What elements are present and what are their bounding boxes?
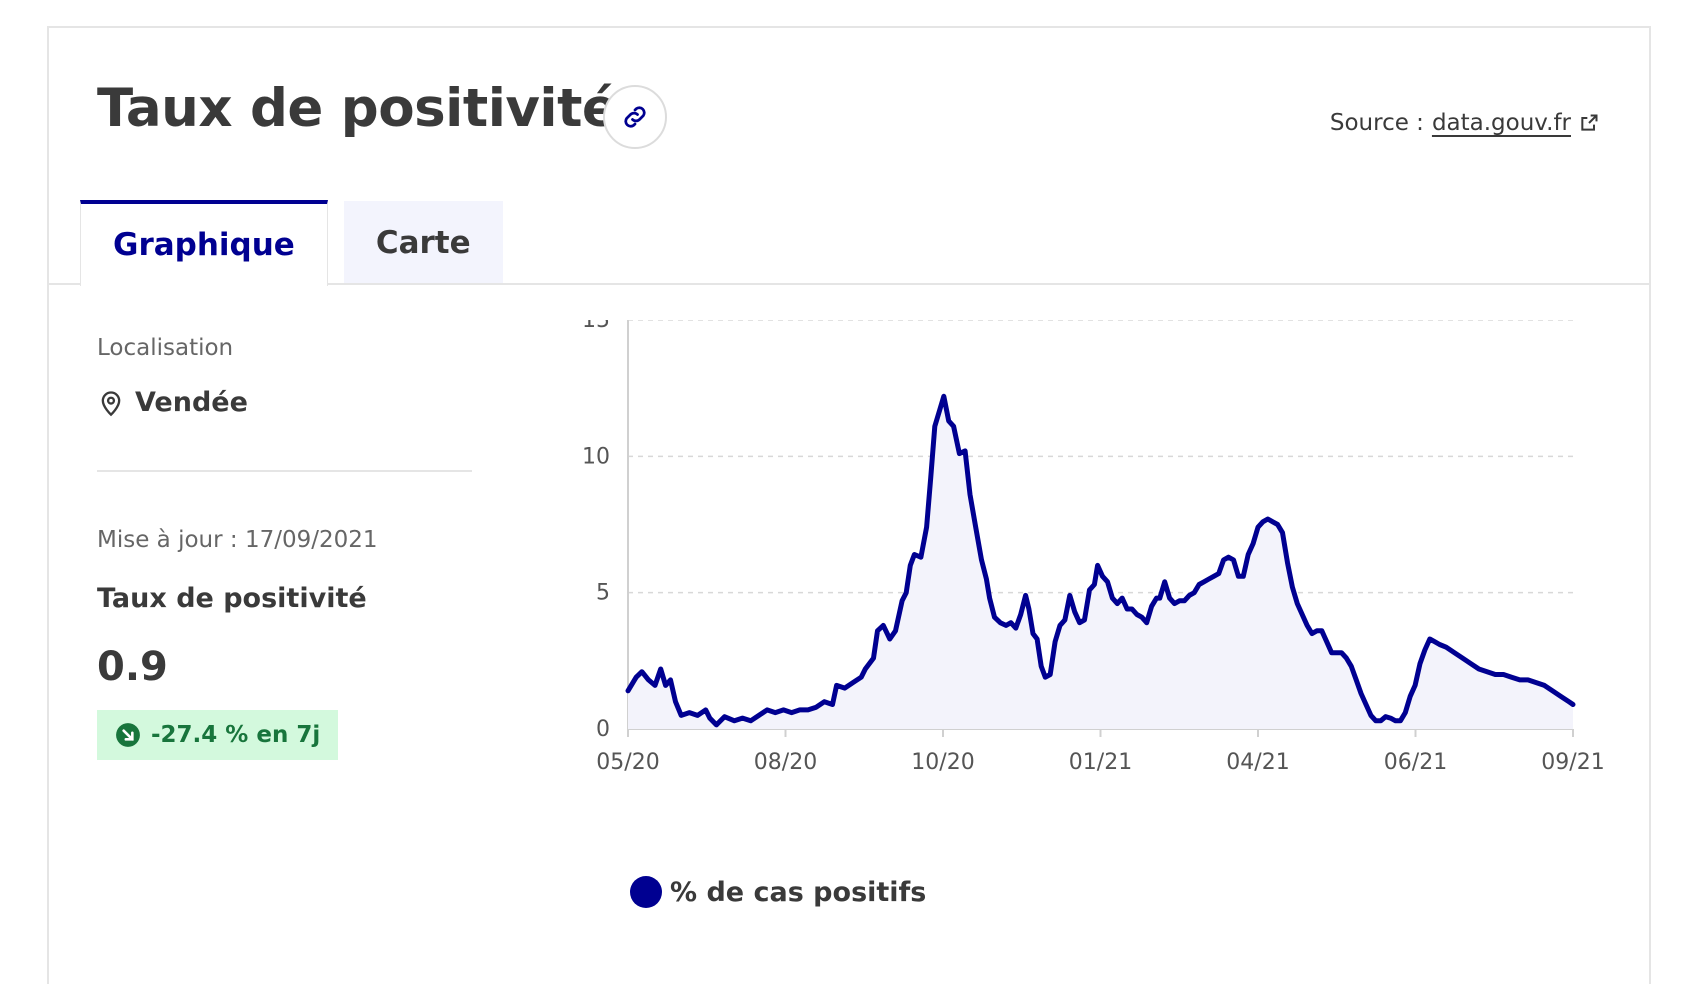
legend-marker (630, 876, 662, 908)
x-tick-label: 10/20 (911, 750, 974, 775)
y-tick-label: 15 (582, 320, 610, 333)
kpi-value: 0.9 (97, 644, 168, 690)
arrow-down-right-icon (116, 723, 140, 747)
kpi-title: Taux de positivité (97, 583, 367, 614)
indicator-card (47, 26, 1651, 984)
location-name: Vendée (135, 387, 248, 418)
location-value[interactable]: Vendée (97, 387, 472, 418)
x-tick-label: 06/21 (1384, 750, 1447, 775)
x-tick-label: 08/20 (754, 750, 817, 775)
indicator-sidebar: Localisation Vendée Mise à jour : 17/09/… (97, 335, 472, 760)
location-pin-icon (101, 390, 121, 416)
trend-badge: -27.4 % en 7j (97, 710, 339, 760)
location-label: Localisation (97, 335, 234, 361)
external-link-icon (1581, 114, 1598, 131)
source-label: Source : (1329, 110, 1424, 136)
source-link[interactable]: data.gouv.fr (1432, 110, 1599, 136)
page-title: Taux de positivité (97, 78, 618, 139)
positivity-chart: 0 5 10 15 05/20 08/20 10/20 01/21 04/21 06/21 09/2… (582, 320, 1605, 775)
chart-legend[interactable]: % de cas positifs (630, 876, 926, 908)
y-tick-label: 10 (582, 444, 610, 469)
trend-text: -27.4 % en 7j (151, 722, 321, 748)
sidebar-divider (97, 470, 472, 472)
y-tick-label: 5 (596, 581, 610, 606)
series-line (625, 393, 1576, 728)
y-tick-label: 0 (596, 717, 610, 742)
tab-graphique[interactable]: Graphique (80, 200, 328, 286)
source: Source : data.gouv.fr (1330, 110, 1599, 136)
copy-link-button[interactable] (603, 85, 667, 149)
tab-list: Graphique Carte (80, 200, 503, 286)
x-tick-label: 01/21 (1069, 750, 1132, 775)
source-link-text: data.gouv.fr (1431, 110, 1571, 136)
legend-label: % de cas positifs (670, 876, 927, 908)
series-area (628, 396, 1573, 729)
x-tick-label: 05/20 (596, 750, 659, 775)
x-tick-label: 09/21 (1541, 750, 1604, 775)
tabs-divider (47, 283, 1651, 285)
link-icon (624, 106, 646, 128)
update-date: Mise à jour : 17/09/2021 (97, 527, 378, 553)
x-tick-label: 04/21 (1226, 750, 1289, 775)
tab-carte[interactable]: Carte (343, 201, 503, 285)
